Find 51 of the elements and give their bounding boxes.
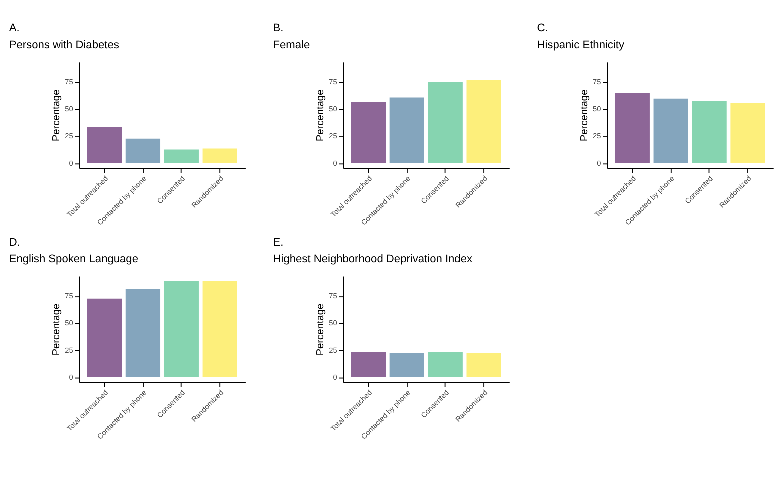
y-tick-label: 0 [333, 158, 338, 168]
bar [202, 280, 238, 378]
y-tick-label: 50 [65, 104, 74, 114]
y-axis-title: Percentage [580, 89, 591, 142]
text: A. [9, 22, 20, 35]
y-axis-title: Percentage [316, 89, 327, 142]
y-tick-label: 25 [329, 346, 338, 355]
y-axis-title: Percentage [52, 304, 63, 356]
chart-title: Female [273, 39, 310, 52]
y-tick-label: 75 [65, 292, 74, 301]
bar [614, 92, 651, 164]
y-tick-label: 50 [329, 104, 338, 114]
text: E. [273, 236, 284, 249]
y-axis-title: Percentage [52, 89, 63, 142]
chart-title: Persons with Diabetes [9, 39, 120, 52]
text: C. [537, 22, 548, 35]
y-tick-label: 25 [65, 346, 74, 355]
chart-title: Highest Neighborhood Deprivation Index [273, 253, 473, 266]
y-tick-label: 25 [65, 132, 74, 141]
bar [691, 100, 728, 164]
y-tick-label: 50 [65, 318, 74, 328]
chart-title: English Spoken Language [9, 253, 138, 266]
y-tick-label: 0 [69, 158, 74, 168]
bar [86, 126, 123, 164]
y-tick-label: 0 [597, 158, 602, 168]
bar [202, 148, 238, 164]
y-tick-label: 50 [593, 104, 602, 114]
bar [466, 80, 502, 164]
y-tick-label: 75 [329, 77, 338, 86]
bar [350, 101, 387, 164]
bar [86, 298, 123, 378]
bar [428, 82, 464, 164]
y-tick-label: 0 [69, 372, 74, 382]
chart-title: Hispanic Ethnicity [537, 39, 625, 52]
bar [125, 138, 162, 164]
y-tick-label: 75 [65, 77, 74, 86]
bar [125, 288, 162, 378]
y-tick-label: 0 [333, 372, 338, 382]
y-tick-label: 25 [593, 132, 602, 141]
bar [164, 280, 200, 378]
bar [730, 102, 766, 164]
y-tick-label: 75 [329, 292, 338, 301]
y-tick-label: 50 [329, 318, 338, 328]
bar [653, 98, 690, 164]
bar [164, 149, 200, 164]
y-tick-label: 75 [593, 77, 602, 86]
text: D. [9, 236, 20, 249]
bar [389, 96, 426, 164]
text: B. [273, 22, 284, 35]
y-axis-title: Percentage [316, 304, 327, 356]
y-tick-label: 25 [329, 132, 338, 141]
